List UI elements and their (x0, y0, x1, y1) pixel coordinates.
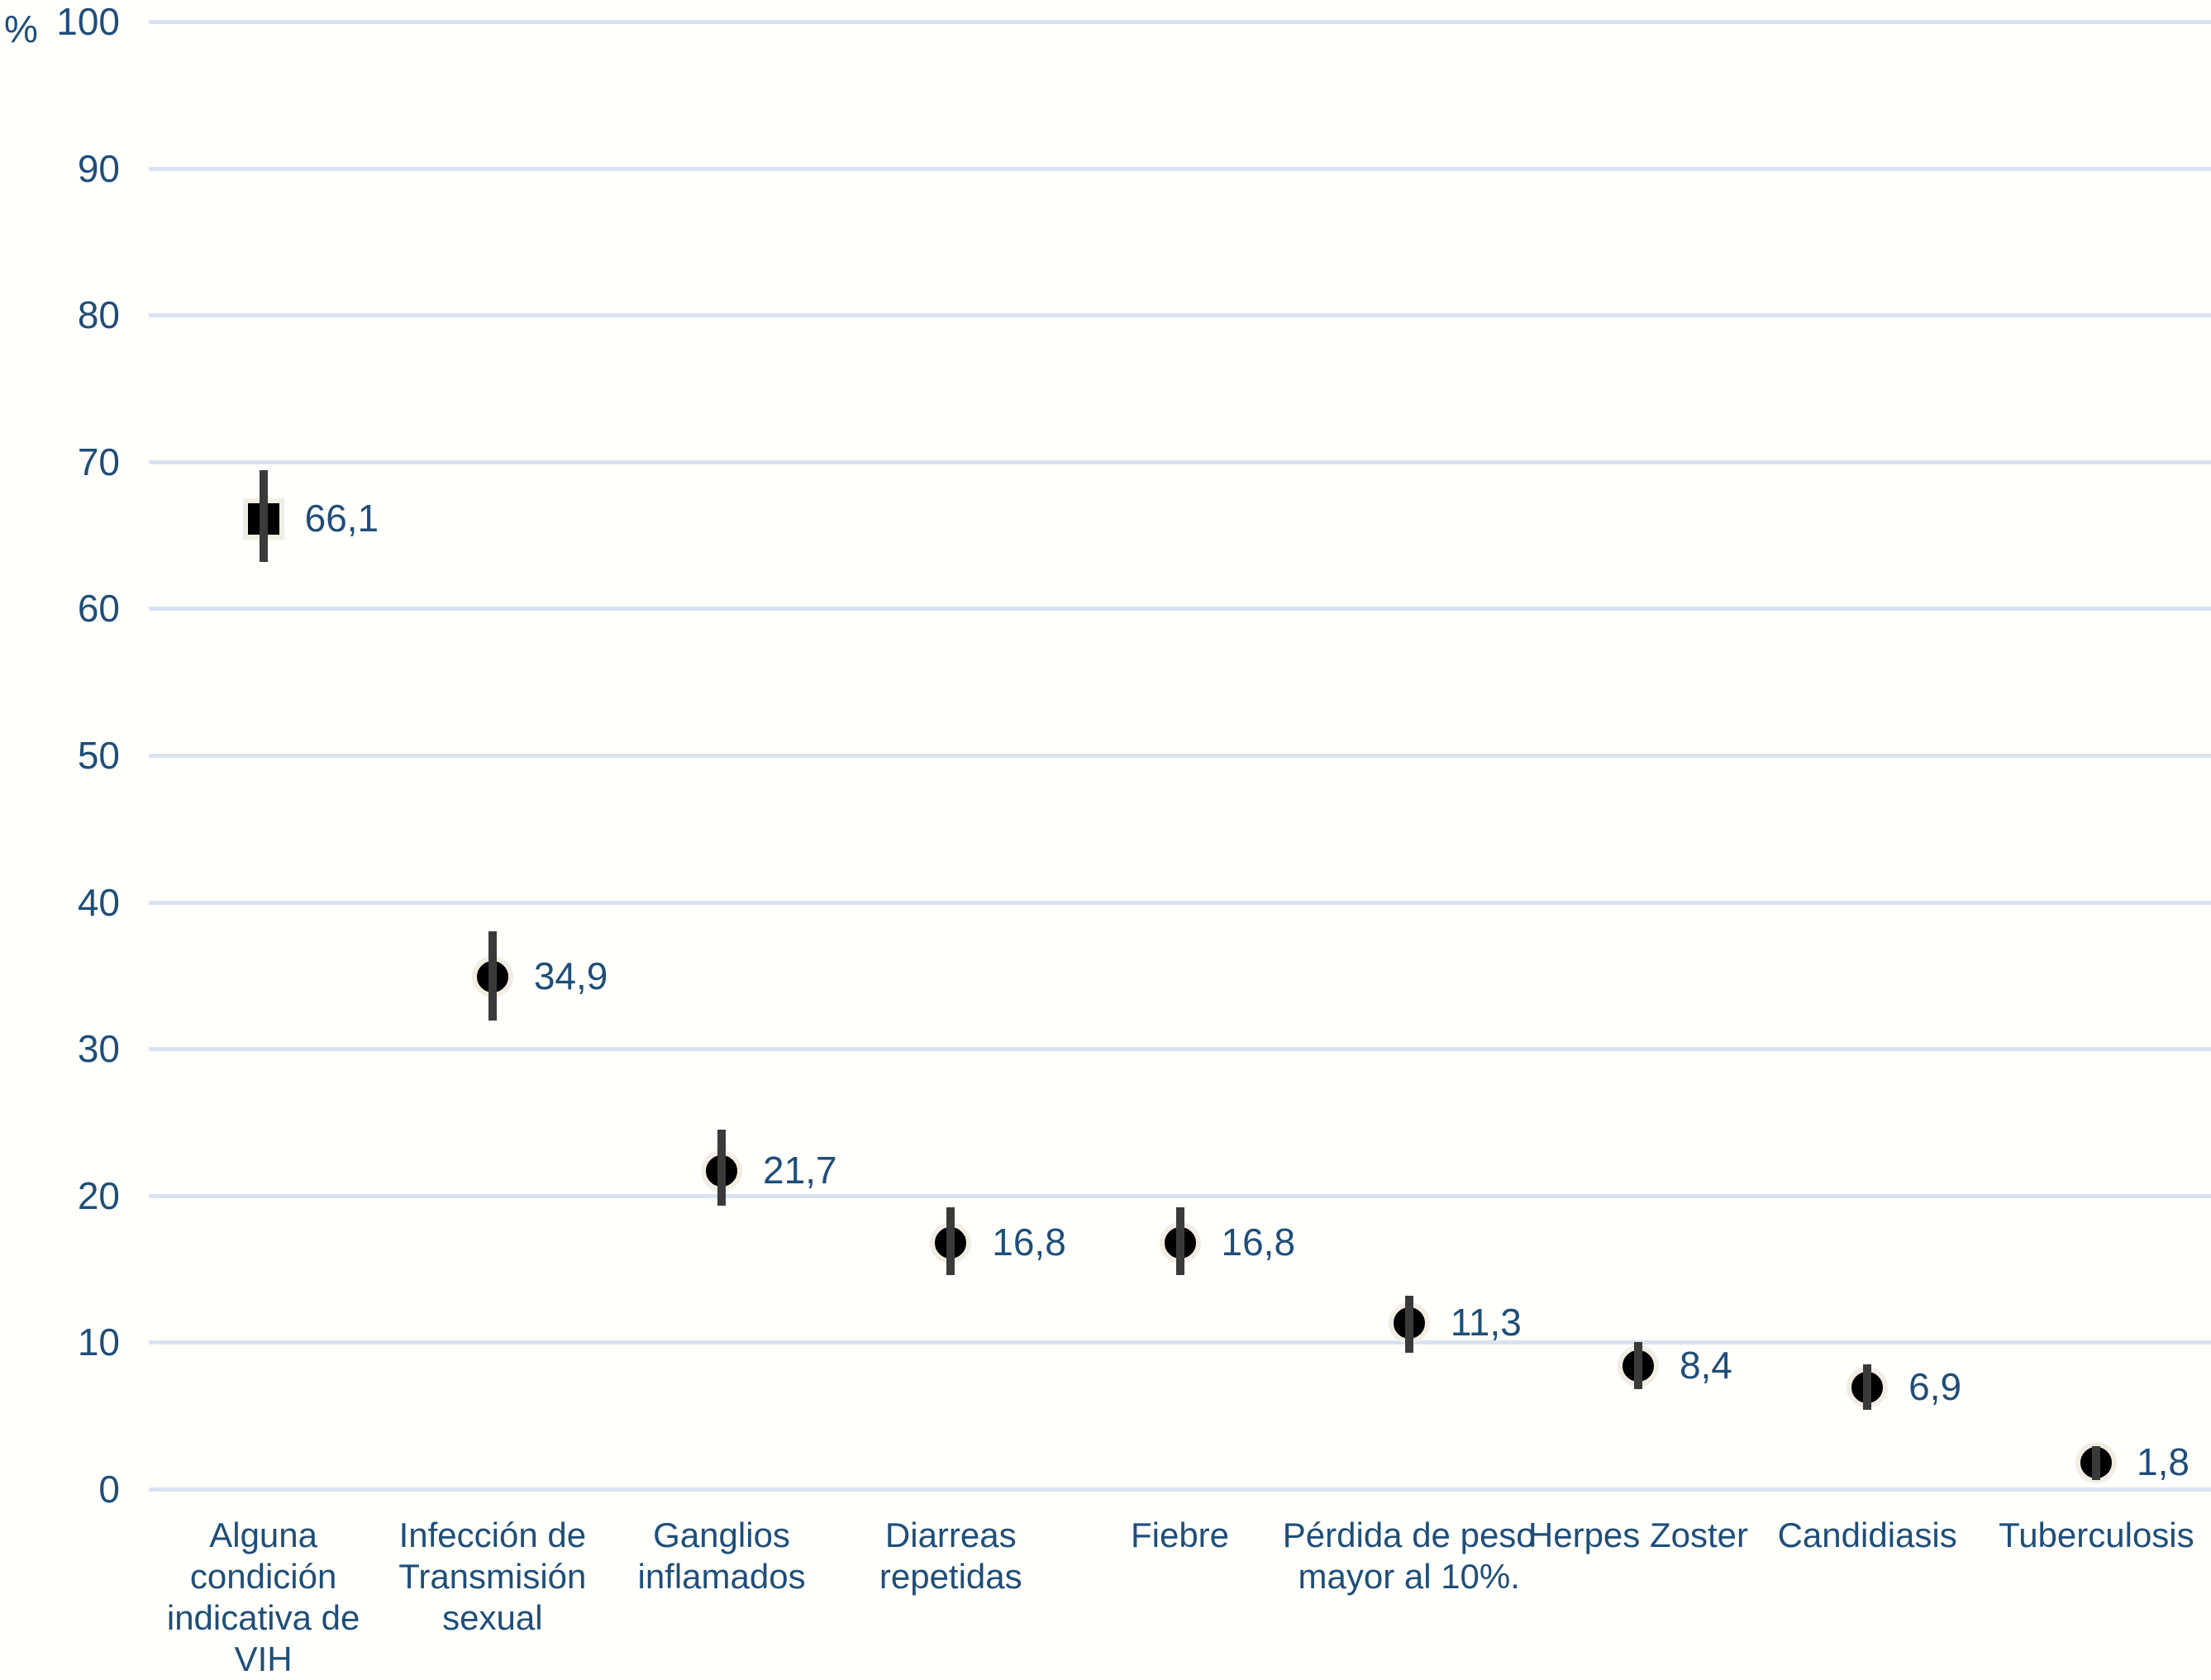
category-label-line: inflamados (637, 1557, 806, 1596)
data-value-label: 1,8 (2137, 1440, 2190, 1483)
category-label-line: Diarreas (884, 1516, 1017, 1554)
category-label: Fiebre (1048, 1515, 1313, 1556)
gridline (149, 459, 2211, 464)
category-label-line: Candidiasis (1777, 1516, 1957, 1554)
category-label: Infección de Transmisión sexual (360, 1515, 625, 1639)
y-tick-label: 90 (77, 146, 120, 190)
gridline (149, 900, 2211, 905)
y-tick-label: 30 (77, 1027, 120, 1071)
error-bar (946, 1207, 955, 1275)
category-label: Alguna condición indicativa de VIH (131, 1515, 396, 1680)
y-tick-label: 100 (56, 0, 120, 43)
y-axis-unit-label: % (4, 7, 38, 50)
data-value-label: 6,9 (1908, 1365, 1962, 1409)
error-bar (2092, 1446, 2101, 1481)
error-bar (488, 931, 497, 1021)
error-bar (1633, 1342, 1642, 1390)
category-label-line: Alguna (209, 1516, 317, 1554)
data-value-label: 66,1 (304, 496, 379, 540)
category-label-line: indicativa de (166, 1598, 360, 1637)
y-tick-label: 80 (77, 293, 120, 337)
gridline (149, 313, 2211, 318)
category-label-line: Transmisión (398, 1557, 587, 1596)
data-value-label: 11,3 (1450, 1301, 1522, 1344)
category-label-line: Fiebre (1130, 1516, 1230, 1554)
data-value-label: 34,9 (533, 954, 608, 998)
data-value-label: 21,7 (763, 1148, 837, 1192)
y-tick-label: 10 (77, 1321, 120, 1364)
data-value-label: 16,8 (1221, 1220, 1296, 1264)
gridline (149, 607, 2211, 612)
category-label-line: Pérdida de peso (1282, 1516, 1536, 1554)
y-tick-label: 70 (77, 440, 120, 483)
category-label: Pérdida de peso mayor al 10%. (1277, 1515, 1542, 1597)
category-label-line: VIH (234, 1640, 293, 1678)
y-tick-label: 0 (98, 1468, 120, 1511)
category-label-line: Ganglios (653, 1516, 790, 1554)
category-label-line: mayor al 10%. (1298, 1557, 1520, 1596)
error-bar (1175, 1207, 1184, 1275)
category-label-line: Herpes Zoster (1527, 1516, 1748, 1554)
gridline (149, 1047, 2211, 1052)
y-tick-label: 40 (77, 880, 120, 924)
category-label: Herpes Zoster (1506, 1515, 1770, 1556)
data-value-label: 8,4 (1679, 1343, 1732, 1387)
error-bar (717, 1129, 727, 1206)
y-tick-label: 50 (77, 734, 120, 777)
category-label: Tuberculosis (1964, 1515, 2211, 1556)
gridline (149, 1340, 2211, 1345)
error-bar (1863, 1364, 1872, 1411)
error-bar (259, 470, 268, 562)
data-value-label: 16,8 (992, 1220, 1066, 1264)
gridline (149, 166, 2211, 171)
category-label: Candidiasis (1735, 1515, 1999, 1556)
y-tick-label: 20 (77, 1173, 120, 1217)
category-label-line: condición (189, 1557, 337, 1596)
category-label: Diarreas repetidas (818, 1515, 1083, 1597)
category-label-line: Infección de (398, 1516, 587, 1554)
category-label-line: repetidas (879, 1557, 1022, 1596)
gridline (149, 1487, 2211, 1492)
gridline (149, 20, 2211, 24)
gridline (149, 754, 2211, 758)
gridline (149, 1193, 2211, 1198)
error-bar (1404, 1295, 1413, 1353)
category-label: Ganglios inflamados (589, 1515, 854, 1597)
y-tick-label: 60 (77, 587, 120, 631)
category-label-line: sexual (442, 1598, 543, 1637)
category-label-line: Tuberculosis (1999, 1516, 2194, 1554)
